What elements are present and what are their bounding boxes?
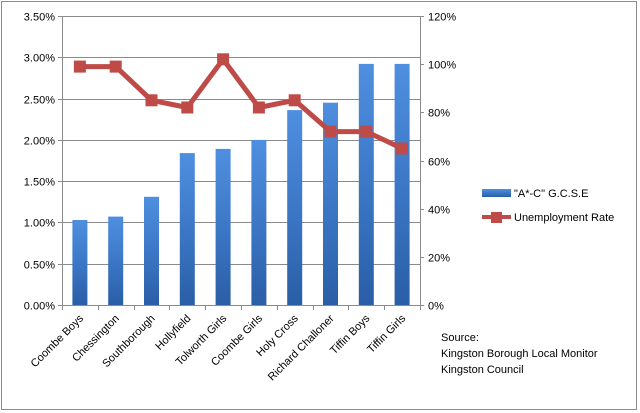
legend-swatch-marker bbox=[491, 212, 502, 223]
bar-series bbox=[72, 63, 410, 306]
source-note: Source: Kingston Borough Local Monitor K… bbox=[441, 330, 598, 378]
legend-swatch-bar bbox=[482, 189, 511, 197]
line-point bbox=[145, 94, 158, 107]
category-label: Tiffin Girls bbox=[365, 312, 408, 355]
bar bbox=[251, 139, 267, 305]
line-point bbox=[73, 60, 86, 73]
left-axis-tick-label: 0.50% bbox=[24, 260, 55, 272]
line-point bbox=[252, 101, 265, 114]
right-axis-tick-label: 60% bbox=[428, 157, 450, 169]
right-axis-tick-label: 20% bbox=[428, 253, 450, 265]
left-axis-tick-label: 0.00% bbox=[24, 301, 55, 313]
left-axis-tick-label: 3.50% bbox=[24, 12, 55, 24]
right-axis-tick-label: 40% bbox=[428, 205, 450, 217]
bar bbox=[144, 196, 159, 305]
legend: "A*-C" G.C.S.E Unemployment Rate bbox=[482, 188, 614, 224]
bar bbox=[215, 148, 231, 305]
unemployment-line bbox=[79, 56, 404, 151]
line-point bbox=[109, 60, 122, 73]
line-point bbox=[217, 53, 230, 66]
left-axis-tick-label: 2.50% bbox=[24, 95, 55, 107]
line-point bbox=[360, 125, 373, 138]
line-point bbox=[324, 125, 337, 138]
bar bbox=[287, 110, 303, 305]
legend-label-gcse: "A*-C" G.C.S.E bbox=[514, 188, 588, 200]
bar bbox=[72, 220, 88, 305]
legend-label-unemployment: Unemployment Rate bbox=[514, 212, 614, 224]
bar bbox=[108, 216, 124, 305]
bar bbox=[394, 63, 410, 306]
source-heading: Source: bbox=[441, 332, 479, 344]
right-axis-tick-label: 120% bbox=[428, 12, 456, 24]
left-axis-tick-label: 1.00% bbox=[24, 218, 55, 230]
left-axis-tick-label: 1.50% bbox=[24, 177, 55, 189]
category-label: Richard Challoner bbox=[266, 312, 337, 383]
bar bbox=[323, 102, 338, 305]
bar bbox=[179, 153, 195, 305]
left-axis-tick-label: 3.00% bbox=[24, 53, 55, 65]
source-line-1: Kingston Borough Local Monitor bbox=[441, 348, 598, 360]
line-series bbox=[73, 53, 409, 155]
right-axis-tick-label: 80% bbox=[428, 108, 450, 120]
right-axis-tick-label: 100% bbox=[428, 60, 456, 72]
line-point bbox=[181, 101, 194, 114]
right-axis-tick-label: 0% bbox=[428, 301, 444, 313]
category-label: Tiffin Boys bbox=[328, 312, 373, 357]
axes bbox=[58, 16, 424, 310]
line-point bbox=[396, 142, 409, 155]
left-axis-tick-label: 2.00% bbox=[24, 136, 55, 148]
bar bbox=[358, 63, 374, 306]
source-line-2: Kingston Council bbox=[441, 364, 524, 376]
line-point bbox=[288, 94, 301, 107]
